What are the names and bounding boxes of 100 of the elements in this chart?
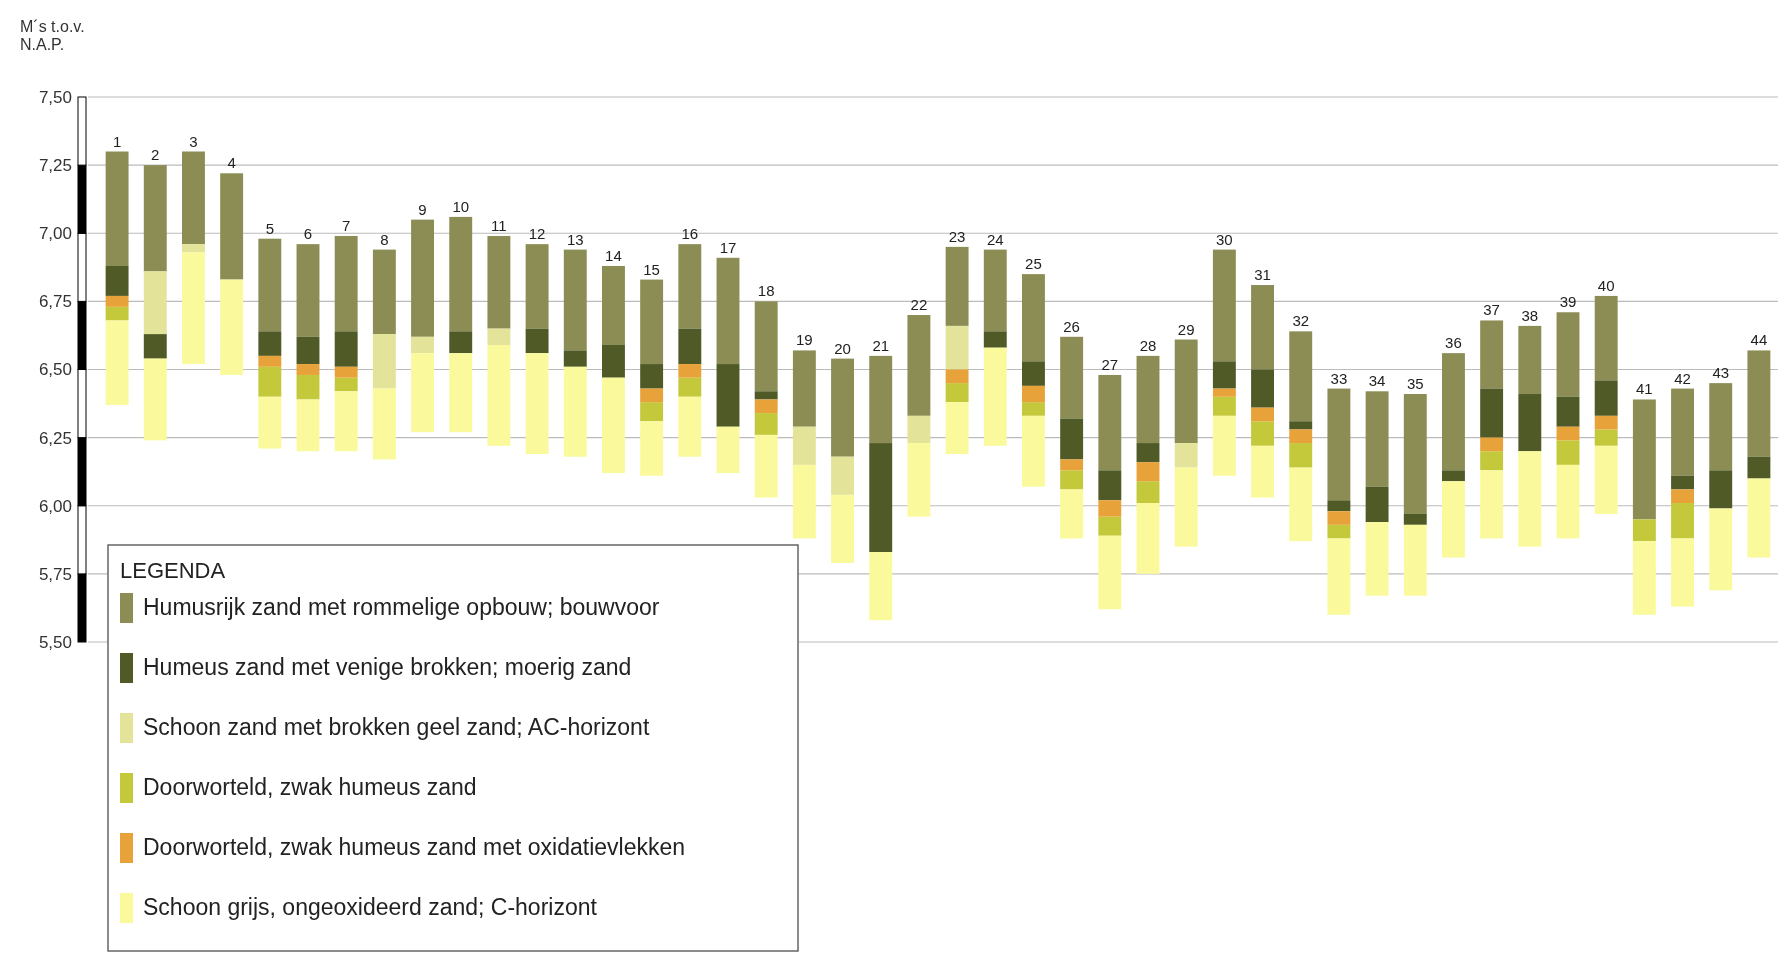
bar (1480, 451, 1504, 471)
bar (945, 369, 969, 384)
bar (1480, 320, 1504, 389)
bar (1442, 470, 1465, 482)
bar (640, 364, 664, 389)
bar (1251, 407, 1274, 422)
bar (1480, 470, 1504, 539)
bar (525, 244, 549, 329)
bar (754, 399, 778, 414)
bar (1594, 445, 1618, 514)
bar (869, 443, 893, 553)
x-tick-label: 39 (1559, 293, 1577, 311)
bar (1098, 470, 1122, 501)
bar (105, 295, 129, 307)
x-tick-label: 7 (342, 216, 351, 234)
x-tick-label: 24 (986, 230, 1004, 248)
bar (372, 334, 396, 389)
x-tick-label: 9 (418, 200, 427, 218)
bar (792, 464, 816, 539)
bar (754, 301, 778, 392)
bar (296, 364, 320, 375)
bar (1556, 426, 1580, 441)
bar (1098, 535, 1122, 610)
bar (1709, 508, 1733, 591)
bar (1289, 467, 1313, 542)
bar (143, 334, 167, 359)
x-tick-label: 41 (1636, 380, 1653, 398)
bar (1518, 325, 1542, 395)
bar (334, 366, 358, 378)
bar (563, 249, 587, 351)
bar (220, 173, 244, 280)
x-tick-label: 38 (1521, 306, 1539, 324)
bar (1403, 524, 1427, 596)
bar (831, 358, 854, 457)
bar (258, 331, 282, 356)
bar (1022, 274, 1045, 362)
bar (1251, 421, 1274, 446)
bar (1327, 511, 1351, 525)
x-tick-label: 20 (834, 339, 851, 357)
bar (487, 344, 511, 446)
bar (640, 388, 664, 403)
bar (1556, 396, 1580, 427)
bar (1136, 443, 1160, 463)
bar (372, 249, 396, 335)
bar (1709, 383, 1733, 471)
bar (258, 396, 282, 449)
legend-label: Schoon zand met brokken geel zand; AC-horizont (143, 714, 650, 740)
x-tick-label: 42 (1674, 369, 1691, 387)
bar (1060, 470, 1084, 490)
legend-label: Doorworteld, zwak humeus zand (143, 774, 477, 800)
bar (640, 421, 664, 476)
legend-title: LEGENDA (120, 558, 226, 583)
bar (1327, 500, 1351, 512)
bar (716, 257, 740, 365)
bar (296, 336, 320, 365)
bar (1632, 519, 1656, 542)
bar (1212, 415, 1236, 476)
x-tick-label: 34 (1368, 372, 1386, 390)
bar (449, 216, 473, 332)
y-tick-label: 7,50 (38, 87, 72, 107)
bar (143, 271, 167, 335)
bar (1556, 440, 1580, 465)
bar (1556, 312, 1580, 397)
bar (907, 415, 931, 444)
y-tick-label: 6,50 (38, 360, 72, 380)
legend-label: Humeus zand met venige brokken; moerig zand (143, 654, 632, 680)
x-tick-label: 15 (643, 260, 660, 278)
bar (983, 347, 1007, 446)
bar (1136, 481, 1160, 504)
x-tick-label: 31 (1254, 266, 1271, 284)
bar (182, 151, 205, 245)
bar (716, 364, 740, 427)
bar (1480, 437, 1504, 452)
bar (754, 413, 778, 435)
bar (831, 494, 854, 563)
x-tick-label: 40 (1597, 276, 1615, 294)
bar (945, 325, 969, 370)
x-tick-label: 44 (1750, 331, 1768, 349)
x-tick-label: 19 (796, 331, 813, 349)
bar (640, 402, 664, 422)
bar (1060, 418, 1084, 460)
x-tick-label: 35 (1406, 375, 1424, 393)
bar (1518, 451, 1542, 547)
bar (945, 246, 969, 326)
x-tick-label: 27 (1101, 355, 1119, 373)
x-tick-label: 30 (1216, 230, 1233, 248)
bar (182, 244, 205, 253)
bar (143, 358, 167, 441)
y-tick-label: 6,25 (38, 428, 72, 448)
bar (1136, 462, 1160, 482)
x-tick-label: 32 (1292, 312, 1310, 330)
bar (1365, 486, 1389, 523)
bar (1251, 445, 1274, 498)
bar (411, 336, 434, 354)
bar (1594, 380, 1618, 416)
bar (411, 353, 434, 433)
bar (563, 366, 587, 457)
bar (1671, 503, 1694, 539)
bar (1365, 391, 1389, 487)
bar (105, 306, 129, 321)
